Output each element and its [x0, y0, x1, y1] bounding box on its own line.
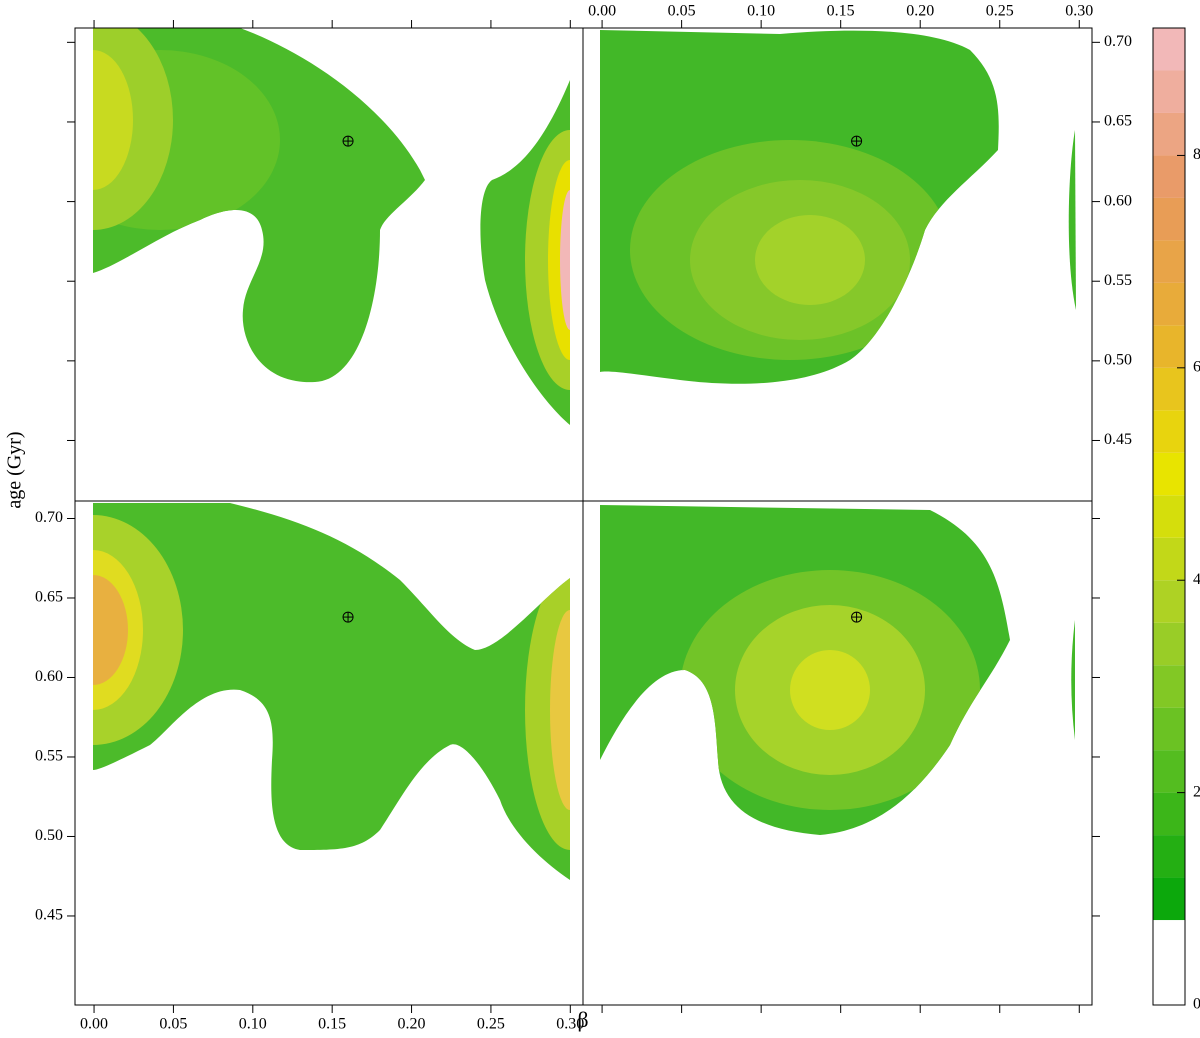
colorbar-band: [1153, 580, 1185, 623]
marker: [342, 135, 354, 147]
y-tick-label: 0.55: [35, 748, 63, 765]
x-tick-label: 0.20: [398, 1016, 426, 1033]
colorbar-band: [1153, 28, 1185, 71]
colorbar-band: [1153, 70, 1185, 113]
colorbar-tick-label: 60: [1193, 358, 1200, 375]
marker: [851, 135, 863, 147]
x-tick-label: 0.10: [747, 3, 775, 20]
colorbar-band: [1153, 877, 1185, 921]
colorbar-band: [1153, 707, 1185, 751]
colorbar-frame: [1152, 27, 1186, 1006]
colorbar-band: [1153, 197, 1185, 241]
x-tick-label: 0.00: [80, 1016, 108, 1033]
y-tick-label: 0.60: [35, 668, 63, 685]
colorbar-band: [1153, 665, 1185, 708]
y-tick-label: 0.70: [1104, 33, 1132, 50]
colorbar-tick-label: 80: [1193, 146, 1200, 163]
x-axis-label: β: [577, 1007, 588, 1032]
y-tick-label: 0.55: [1104, 272, 1132, 289]
x-tick-label: 0.05: [668, 3, 696, 20]
y-tick-label: 0.50: [1104, 352, 1132, 369]
y-tick-label: 0.45: [1104, 431, 1132, 448]
colorbar-band: [1153, 835, 1185, 878]
x-tick-label: 0.10: [239, 1016, 267, 1033]
colorbar-band: [1153, 920, 1185, 1005]
y-tick-label: 0.45: [35, 907, 63, 924]
colorbar-band: [1153, 452, 1185, 496]
colorbar-band: [1153, 282, 1185, 326]
marker: [851, 611, 863, 623]
x-tick-label: 0.30: [556, 1016, 584, 1033]
colorbar-tick-label: 0: [1193, 996, 1200, 1013]
contour-fill: [93, 28, 1076, 880]
y-tick-label: 0.70: [35, 509, 63, 526]
colorbar-tick-label: 20: [1193, 783, 1200, 800]
colorbar-band: [1153, 112, 1185, 156]
x-tick-label: 0.00: [588, 3, 616, 20]
x-tick-label: 0.25: [986, 3, 1014, 20]
x-tick-label: 0.05: [159, 1016, 187, 1033]
colorbar-tick-label: 40: [1193, 571, 1200, 588]
colorbar-band: [1153, 155, 1185, 198]
colorbar-band: [1153, 325, 1185, 368]
colorbar-band: [1153, 495, 1185, 538]
y-tick-label: 0.65: [1104, 113, 1132, 130]
marker: [342, 611, 354, 623]
colorbar-band: [1153, 410, 1185, 453]
colorbar-band: [1153, 750, 1185, 793]
y-tick-label: 0.65: [35, 589, 63, 606]
x-tick-label: 0.25: [477, 1016, 505, 1033]
x-tick-label: 0.15: [827, 3, 855, 20]
colorbar-band: [1153, 622, 1185, 666]
colorbar-band: [1153, 240, 1185, 283]
y-tick-label: 0.50: [35, 827, 63, 844]
x-tick-label: 0.30: [1065, 3, 1093, 20]
y-tick-label: 0.60: [1104, 192, 1132, 209]
colorbar-band: [1153, 537, 1185, 581]
x-tick-label: 0.15: [318, 1016, 346, 1033]
colorbar-band: [1153, 367, 1185, 411]
y-axis-label: age (Gyr): [4, 431, 26, 508]
colorbar-band: [1153, 792, 1185, 836]
panel-frame: [582, 500, 1093, 1006]
x-tick-label: 0.20: [906, 3, 934, 20]
